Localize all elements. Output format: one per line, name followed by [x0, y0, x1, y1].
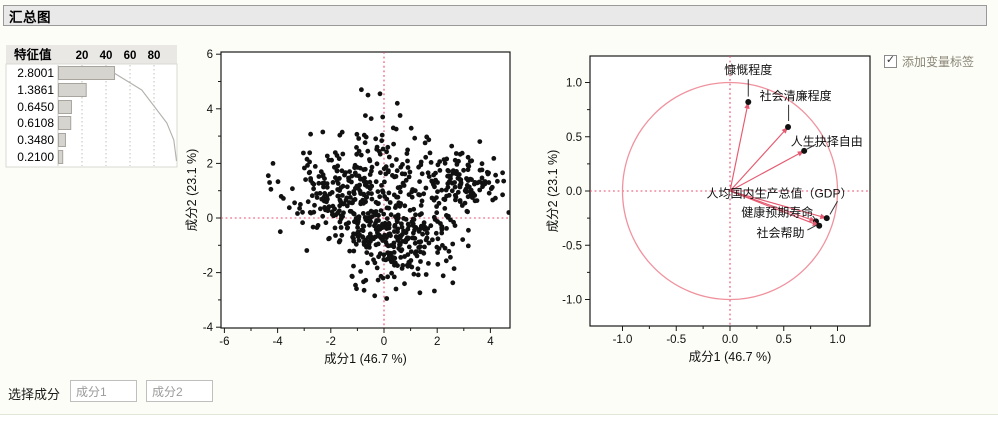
checkbox-icon[interactable]: ✓ [884, 55, 897, 68]
svg-text:-6: -6 [219, 336, 229, 348]
unit-circle [621, 81, 839, 301]
svg-text:-4: -4 [203, 322, 214, 334]
eigenvalue-cell: 0.6450 [17, 100, 54, 114]
svg-text:-1.0: -1.0 [562, 295, 582, 307]
select-components-row: 选择成分 [8, 380, 222, 403]
eigenvalue-cell: 1.3861 [17, 83, 54, 97]
svg-text:40: 40 [100, 50, 113, 62]
svg-text:80: 80 [148, 50, 161, 62]
label-leader-line [806, 143, 817, 150]
eigen-body-bg [5, 63, 178, 168]
eigen-title: 特征值 [14, 47, 52, 62]
eigenvalue-cell: 2.8001 [17, 66, 54, 80]
section-title: 汇总图 [9, 9, 51, 25]
score-plot[interactable]: -6 -4 -2 0 2 4 6 4 2 0 -2 -4 成分1 (46.7 %) 成分2 (23.1 %… [183, 40, 520, 372]
variable-label[interactable]: 社会帮助 [757, 225, 805, 240]
score-x-axis-title: 成分1 (46.7 %) [324, 352, 407, 366]
variable-label[interactable]: 人生抉择自由 [791, 135, 863, 149]
loading-plot[interactable]: -1.0 -0.5 0.0 0.5 1.0 1.0 0.5 0.0 -0.5 -1.0 成分1 (4… [540, 40, 888, 372]
svg-text:-0.5: -0.5 [666, 334, 686, 346]
svg-text:2: 2 [434, 336, 440, 348]
loading-axes: -1.0 -0.5 0.0 0.5 1.0 1.0 0.5 0.0 -0.5 -1.0 [562, 78, 845, 347]
svg-text:4: 4 [207, 104, 214, 116]
variable-label[interactable]: 慷慨程度 [724, 62, 772, 77]
svg-text:4: 4 [487, 336, 494, 348]
svg-text:0.0: 0.0 [566, 186, 582, 198]
variable-label[interactable]: 健康预期寿命 [741, 205, 813, 220]
loading-point[interactable] [745, 99, 752, 106]
svg-text:-1.0: -1.0 [613, 334, 633, 346]
svg-text:1.0: 1.0 [830, 334, 846, 346]
score-points [265, 87, 510, 301]
component-2-input[interactable] [146, 380, 214, 402]
bottom-divider [0, 414, 998, 428]
checkbox-label: 添加变量标签 [902, 55, 975, 69]
svg-text:2: 2 [207, 158, 213, 170]
eigen-bar [58, 66, 116, 80]
svg-text:60: 60 [124, 50, 137, 62]
eigen-axis-labels: 20 40 60 80 [76, 50, 161, 62]
score-axes: -6 -4 -2 0 2 4 6 4 2 0 -2 -4 [203, 49, 494, 348]
svg-text:-4: -4 [272, 336, 283, 348]
add-variable-labels-checkbox[interactable]: ✓ 添加变量标签 [884, 53, 974, 70]
label-leader-line [829, 201, 838, 215]
svg-text:0: 0 [381, 336, 387, 348]
eigen-bar [58, 100, 72, 114]
svg-text:0: 0 [207, 213, 213, 225]
loading-point[interactable] [823, 215, 830, 222]
loading-point[interactable] [816, 222, 823, 229]
svg-text:0.0: 0.0 [722, 334, 738, 346]
svg-text:-0.5: -0.5 [562, 240, 582, 252]
checkmark-icon: ✓ [885, 54, 896, 66]
eigen-bar [58, 133, 66, 147]
eigenvalues-pane: 特征值 20 40 60 80 2.8001 1.3861 0.6450 0.6108 0.348… [5, 45, 178, 168]
eigen-bar [58, 116, 72, 130]
loading-point[interactable] [785, 123, 792, 130]
eigen-bar [58, 150, 64, 164]
svg-text:0.5: 0.5 [566, 132, 582, 144]
eigenvalue-cell: 0.2100 [17, 150, 54, 164]
variable-label[interactable]: 社会清廉程度 [760, 88, 832, 103]
variable-label[interactable]: 人均国内生产总值（GDP） [706, 186, 852, 201]
loading-x-axis-title: 成分1 (46.7 %) [689, 350, 772, 364]
eigenvalue-cell: 0.6108 [17, 116, 54, 130]
cumulative-percent-curve [113, 72, 178, 162]
svg-text:20: 20 [76, 50, 89, 62]
score-y-axis-title: 成分2 (23.1 %) [185, 149, 199, 232]
select-components-label: 选择成分 [8, 387, 61, 402]
eigen-bar [58, 83, 87, 97]
eigenvalue-cell: 0.3480 [17, 133, 54, 147]
svg-text:-2: -2 [326, 336, 336, 348]
svg-text:-2: -2 [203, 268, 213, 280]
label-leader-line [812, 215, 816, 221]
svg-text:0.5: 0.5 [776, 334, 792, 346]
loading-y-axis-title: 成分2 (23.1 %) [546, 150, 560, 233]
label-leader-line [807, 224, 817, 231]
svg-text:6: 6 [207, 49, 213, 61]
eigen-gridlines [81, 65, 155, 166]
loading-point[interactable] [801, 147, 808, 154]
eigen-header-bg [6, 45, 177, 64]
svg-text:1.0: 1.0 [566, 78, 582, 90]
section-header[interactable]: 汇总图 [3, 5, 987, 26]
component-1-input[interactable] [70, 380, 138, 402]
loading-vectors [729, 99, 830, 229]
